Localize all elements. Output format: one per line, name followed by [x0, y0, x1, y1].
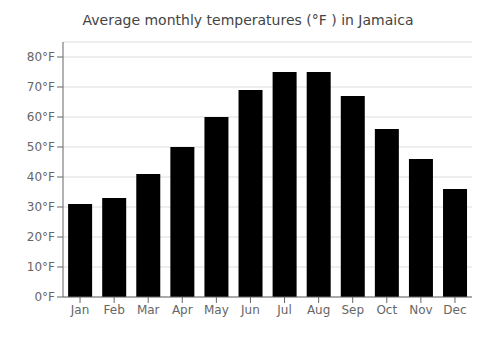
svg-text:50°F: 50°F: [27, 140, 55, 154]
svg-text:Oct: Oct: [376, 303, 397, 317]
svg-text:Nov: Nov: [409, 303, 432, 317]
svg-text:Jul: Jul: [276, 303, 291, 317]
svg-text:May: May: [204, 303, 229, 317]
svg-text:40°F: 40°F: [27, 170, 55, 184]
svg-text:Jan: Jan: [70, 303, 90, 317]
svg-text:Aug: Aug: [307, 303, 330, 317]
svg-text:70°F: 70°F: [27, 80, 55, 94]
svg-text:30°F: 30°F: [27, 200, 55, 214]
svg-text:80°F: 80°F: [27, 50, 55, 64]
svg-text:Dec: Dec: [443, 303, 466, 317]
svg-text:10°F: 10°F: [27, 260, 55, 274]
svg-text:Feb: Feb: [104, 303, 125, 317]
html-text:Average monthly temperatures (: Average monthly temperatures (°F ) in Ja…: [82, 12, 414, 28]
svg-text:Sep: Sep: [341, 303, 364, 317]
svg-text:20°F: 20°F: [27, 230, 55, 244]
svg-text:0°F: 0°F: [34, 290, 55, 304]
svg-text:60°F: 60°F: [27, 110, 55, 124]
svg-text:Mar: Mar: [137, 303, 160, 317]
svg-text:Apr: Apr: [172, 303, 193, 317]
svg-text:Jun: Jun: [240, 303, 260, 317]
